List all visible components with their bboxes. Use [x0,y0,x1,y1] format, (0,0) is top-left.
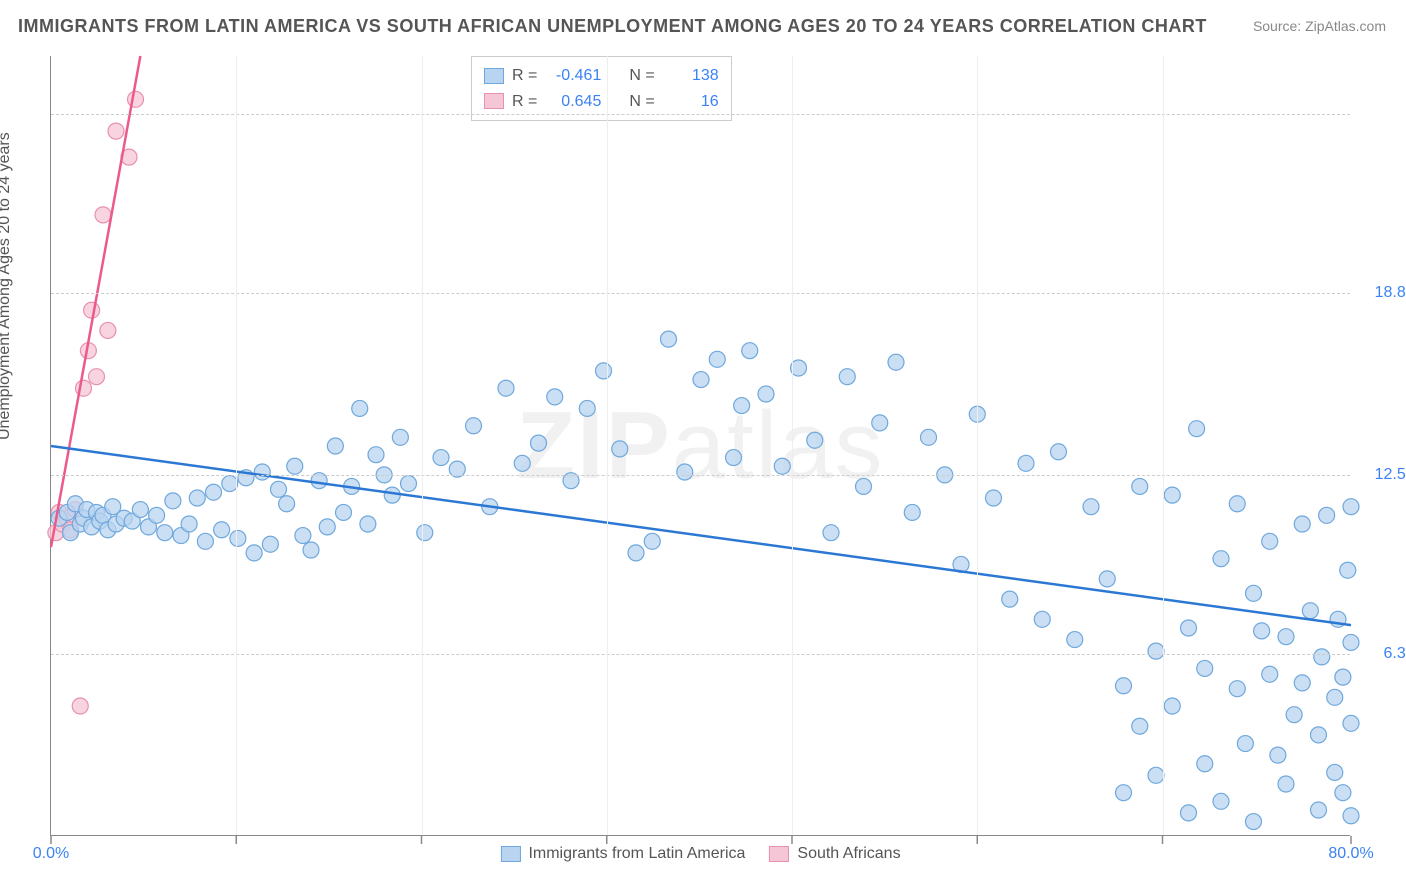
bottom-legend: Immigrants from Latin America South Afri… [500,845,900,863]
y-tick-label: 6.3% [1360,645,1406,663]
plot-area: ZIPatlas R = -0.461 N = 138 R = 0.645 N … [50,56,1350,836]
source-attribution: Source: ZipAtlas.com [1253,18,1386,34]
stats-row-pink: R = 0.645 N = 16 [484,89,719,115]
y-tick-label: 18.8% [1360,284,1406,302]
n-label: N = [629,89,654,115]
n-value-blue: 138 [663,63,719,89]
chart-container: IMMIGRANTS FROM LATIN AMERICA VS SOUTH A… [0,0,1406,892]
y-axis-label: Unemployment Among Ages 20 to 24 years [0,132,14,440]
legend-label-pink: South Africans [797,845,900,863]
x-tick-label: 0.0% [33,845,69,863]
r-value-pink: 0.645 [545,89,601,115]
legend-label-blue: Immigrants from Latin America [528,845,745,863]
r-value-blue: -0.461 [545,63,601,89]
chart-title: IMMIGRANTS FROM LATIN AMERICA VS SOUTH A… [18,16,1207,37]
x-tick-label: 80.0% [1328,845,1373,863]
swatch-blue [484,68,504,84]
n-label: N = [629,63,654,89]
y-tick-label: 12.5% [1360,466,1406,484]
n-value-pink: 16 [663,89,719,115]
stats-legend-box: R = -0.461 N = 138 R = 0.645 N = 16 [471,56,732,121]
swatch-pink [484,93,504,109]
r-label: R = [512,63,537,89]
swatch-pink [769,846,789,862]
swatch-blue [500,846,520,862]
legend-item-pink: South Africans [769,845,900,863]
chart-svg [51,56,1350,835]
r-label: R = [512,89,537,115]
legend-item-blue: Immigrants from Latin America [500,845,745,863]
stats-row-blue: R = -0.461 N = 138 [484,63,719,89]
